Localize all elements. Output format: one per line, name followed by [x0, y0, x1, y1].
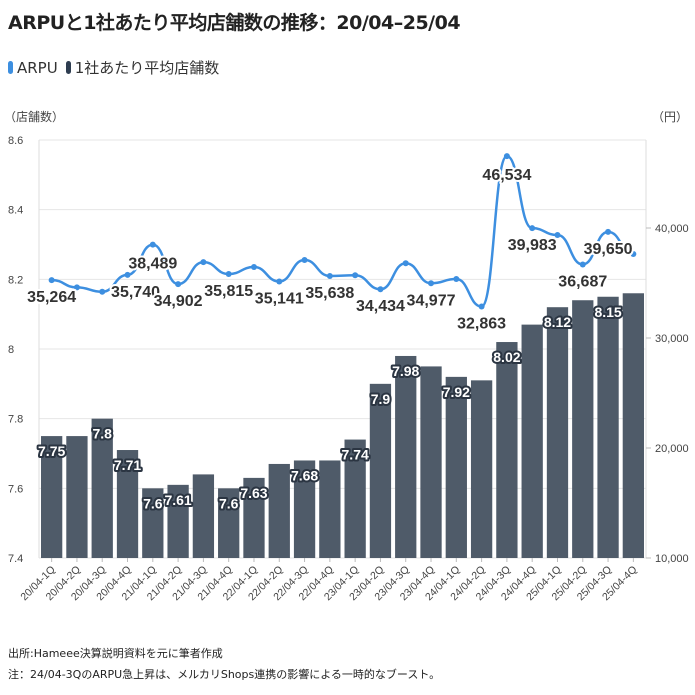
left-axis-unit: （店舗数）: [4, 110, 65, 124]
arpu-point: [579, 261, 586, 268]
bar: [445, 376, 467, 558]
bar: [268, 463, 290, 558]
arpu-point: [301, 257, 308, 264]
bar-data-label: 7.92: [443, 384, 470, 400]
bar-data-label: 7.63: [240, 485, 267, 501]
bar-data-label: 7.61: [164, 492, 191, 508]
left-tick-label: 8: [8, 344, 14, 356]
legend-label-arpu: ARPU: [17, 58, 58, 77]
left-tick-label: 7.8: [8, 414, 23, 426]
bar-data-label: 7.8: [92, 426, 112, 442]
bar: [192, 474, 215, 558]
arpu-point: [73, 284, 80, 291]
chart-title: ARPUと1社あたり平均店舗数の推移：20/04–25/04: [8, 12, 461, 34]
bar: [66, 436, 88, 558]
bar: [167, 484, 189, 558]
arpu-point: [250, 264, 257, 271]
arpu-point: [529, 225, 536, 232]
bar-data-label: 7.9: [371, 391, 391, 407]
arpu-data-label: 35,638: [305, 285, 354, 302]
bar: [420, 366, 442, 558]
footnote: 注：24/04-3QのARPU急上昇は、メルカリShops連携の影響による一時的…: [8, 668, 441, 681]
bar: [597, 296, 619, 558]
right-axis-unit: （円）: [652, 110, 689, 124]
arpu-data-label: 34,434: [356, 298, 405, 315]
bar-data-label: 8.12: [544, 314, 571, 330]
arpu-point: [605, 228, 612, 235]
arpu-point: [99, 288, 106, 295]
arpu-data-label: 39,983: [508, 237, 557, 254]
bar: [243, 477, 265, 558]
arpu-data-label: 35,740: [111, 284, 160, 301]
left-tick-label: 8.2: [8, 274, 23, 286]
right-tick-label: 30,000: [655, 333, 689, 345]
bar-data-label: 7.74: [342, 447, 369, 463]
bar-data-label: 7.98: [392, 363, 419, 379]
bar: [395, 355, 417, 558]
legend: ARPU 1社あたり平均店舗数: [8, 57, 219, 78]
arpu-data-label: 38,489: [128, 256, 177, 273]
arpu-data-label: 32,863: [457, 316, 506, 333]
bar: [319, 460, 341, 558]
arpu-point: [200, 259, 207, 266]
bar: [521, 324, 543, 558]
bar: [218, 488, 240, 558]
bar-data-label: 7.68: [291, 467, 318, 483]
arpu-point: [276, 278, 283, 285]
bar: [572, 300, 594, 558]
arpu-point: [326, 272, 333, 279]
bar-data-label: 7.71: [114, 457, 141, 473]
arpu-point: [124, 271, 131, 278]
arpu-data-label: 35,141: [255, 290, 304, 307]
arpu-point: [48, 277, 55, 284]
arpu-point: [630, 250, 637, 257]
arpu-data-label: 35,815: [204, 283, 253, 300]
arpu-data-label: 35,264: [27, 289, 76, 306]
bar: [116, 450, 139, 558]
arpu-point: [377, 286, 384, 293]
arpu-data-label: 36,687: [558, 273, 607, 290]
arpu-point: [149, 241, 156, 248]
arpu-point: [225, 271, 232, 278]
left-tick-label: 7.4: [8, 553, 23, 565]
source-note: 出所:Hameee決算説明資料を元に筆者作成: [8, 647, 223, 660]
bar-data-label: 7.6: [143, 495, 163, 511]
arpu-point: [554, 232, 561, 239]
arpu-point: [503, 153, 510, 160]
arpu-point: [175, 281, 182, 288]
right-tick-label: 20,000: [655, 443, 689, 455]
arpu-point: [402, 260, 409, 267]
right-tick-label: 40,000: [655, 223, 689, 235]
left-tick-label: 7.6: [8, 483, 23, 495]
bar-data-label: 8.15: [594, 304, 621, 320]
arpu-point: [428, 280, 435, 287]
bar: [546, 307, 569, 558]
arpu-data-label: 34,902: [154, 293, 203, 310]
bar: [41, 436, 63, 558]
legend-swatch-arpu: [8, 61, 13, 74]
arpu-data-label: 39,650: [584, 241, 633, 258]
legend-swatch-stores: [65, 61, 71, 74]
arpu-point: [453, 276, 460, 283]
bar-data-label: 8.02: [493, 349, 520, 365]
legend-label-stores: 1社あたり平均店舗数: [74, 59, 220, 77]
bar: [622, 293, 644, 558]
bar-data-label: 7.75: [38, 443, 65, 459]
bar: [344, 439, 366, 558]
left-tick-label: 8.6: [8, 135, 23, 147]
bar: [91, 418, 113, 558]
arpu-point: [352, 272, 359, 279]
arpu-data-label: 34,977: [407, 292, 456, 309]
right-tick-label: 10,000: [655, 553, 689, 565]
arpu-point: [478, 303, 485, 310]
bar: [496, 342, 518, 558]
arpu-data-label: 46,534: [482, 167, 531, 184]
left-tick-label: 8.4: [8, 205, 23, 217]
bar: [470, 380, 493, 558]
bar: [293, 460, 316, 558]
bar: [369, 383, 392, 558]
bar-data-label: 7.6: [219, 495, 239, 511]
bar: [142, 488, 164, 558]
